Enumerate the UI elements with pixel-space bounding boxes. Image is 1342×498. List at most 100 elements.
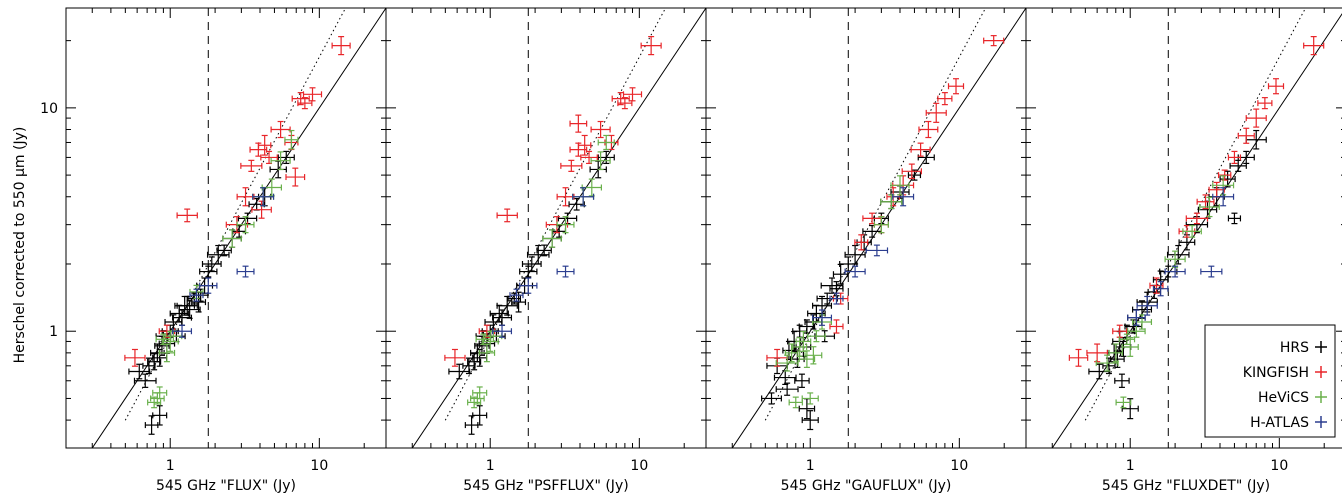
data-point [1115, 396, 1132, 409]
data-point [854, 234, 869, 251]
data-point [937, 92, 953, 106]
data-point [444, 348, 466, 367]
legend-entry: H-ATLAS [1250, 415, 1327, 431]
x-axis-title: 545 GHz "FLUX" (Jy) [156, 478, 296, 494]
data-point [257, 134, 272, 156]
data-point [1182, 224, 1202, 238]
data-point [820, 277, 844, 294]
x-tick-label: 1 [486, 458, 495, 474]
data-point [1108, 343, 1123, 363]
axis-ticks [385, 8, 706, 449]
data-point [260, 150, 278, 165]
data-point [775, 382, 799, 396]
x-axis-title: 545 GHz "PSFFLUX" (Jy) [463, 478, 628, 494]
axis-frame [1025, 7, 1342, 449]
series-kingfish [124, 36, 351, 367]
data-point [222, 229, 242, 248]
data-point [1227, 150, 1242, 165]
series-hevics [775, 175, 910, 409]
series-kingfish [766, 35, 1005, 367]
data-point [240, 159, 263, 172]
data-point [199, 277, 218, 294]
data-point [798, 398, 816, 420]
data-point [947, 78, 965, 95]
data-point [1136, 295, 1158, 316]
legend-label: HeViCS [1258, 390, 1309, 406]
data-point [189, 288, 204, 302]
data-point [597, 134, 615, 151]
panel-plot-area [731, 8, 1026, 448]
series-hrs [761, 150, 935, 431]
one-to-one-line [91, 8, 386, 448]
data-point [1164, 265, 1186, 278]
data-point [144, 415, 159, 435]
panel-plot-area [411, 8, 706, 448]
data-point [492, 324, 513, 338]
x-tick-label: 1 [1126, 458, 1135, 474]
x-tick-label: 1 [166, 458, 175, 474]
data-point [807, 330, 826, 343]
data-point [1127, 309, 1146, 326]
x-tick-label: 10 [310, 458, 328, 474]
data-point [448, 363, 471, 380]
data-point [472, 405, 488, 426]
y-tick-label: 1 [49, 324, 58, 340]
data-point [236, 265, 255, 278]
data-point [983, 35, 1005, 47]
data-point [1068, 348, 1089, 367]
data-point [526, 244, 550, 265]
data-point [158, 324, 176, 338]
data-point [766, 348, 788, 367]
chart-panel-1: 1 10 1 10 545 GHz "FLUX" (Jy) [40, 7, 387, 494]
data-point [1237, 127, 1255, 144]
data-point [472, 386, 488, 400]
data-point [285, 167, 306, 187]
data-point [597, 150, 615, 165]
data-point [1112, 324, 1128, 338]
data-point [133, 373, 157, 388]
data-point [590, 120, 611, 139]
series-hevics [467, 134, 615, 409]
data-point [201, 256, 222, 272]
data-point [152, 405, 168, 426]
series-kingfish [444, 36, 662, 367]
data-point [270, 151, 291, 171]
data-point [1185, 212, 1209, 225]
axis-ticks [65, 8, 386, 449]
data-point [784, 343, 799, 363]
axis-frame [385, 7, 707, 449]
data-point [801, 410, 819, 431]
data-point [622, 87, 643, 102]
data-point [1245, 129, 1267, 150]
one-to-one-line [1051, 13, 1342, 448]
data-point [464, 415, 479, 435]
data-point [1149, 277, 1164, 294]
panel-plot-area [1051, 8, 1342, 448]
data-point [761, 392, 782, 405]
axis-ticks [1025, 8, 1342, 449]
data-point [865, 244, 889, 257]
data-point [496, 208, 518, 223]
data-point [1196, 194, 1215, 210]
data-point [794, 373, 810, 388]
legend-label: HRS [1280, 340, 1309, 356]
legend-box [1204, 324, 1336, 438]
series-hrs [448, 150, 615, 435]
data-point [918, 120, 939, 139]
data-point [569, 114, 588, 133]
legend-label: H-ATLAS [1250, 415, 1309, 431]
axis-ticks [705, 8, 1026, 449]
x-tick-label: 1 [806, 458, 815, 474]
data-point [1110, 350, 1125, 368]
data-point [1164, 250, 1186, 268]
data-point [462, 357, 476, 375]
data-point [577, 134, 592, 156]
data-point [556, 216, 575, 234]
data-point [640, 36, 662, 56]
data-point [542, 229, 562, 248]
data-point [284, 129, 299, 150]
data-point [142, 357, 156, 375]
